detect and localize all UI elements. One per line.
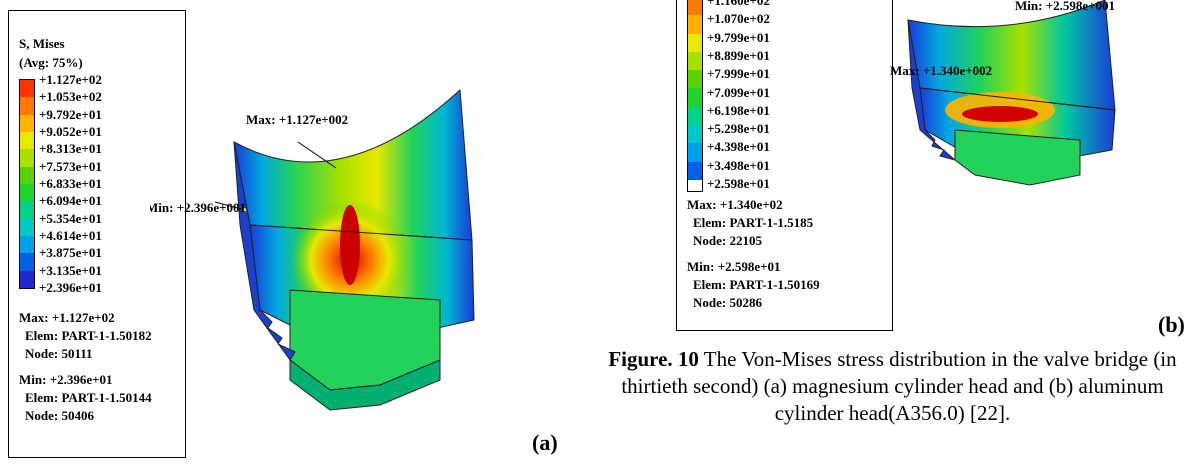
tick-label: +8.899e+01 bbox=[707, 47, 770, 63]
fem-model-b: Max: +1.340e+002 Min: +2.598e+001 bbox=[890, 0, 1116, 186]
annotation-min: Min: +2.396e+001 bbox=[150, 200, 246, 215]
color-scale-segment bbox=[688, 51, 702, 71]
color-scale-segment bbox=[20, 149, 34, 167]
color-scale-segment bbox=[688, 125, 702, 144]
color-scale-segment bbox=[688, 106, 702, 126]
color-scale-segment bbox=[688, 70, 702, 89]
tick-label: +3.875e+01 bbox=[39, 245, 102, 261]
tick-label: +9.052e+01 bbox=[39, 124, 102, 139]
figure-caption: Figure. 10 The Von-Mises stress distribu… bbox=[590, 346, 1195, 427]
tick-label: +6.198e+01 bbox=[707, 102, 770, 118]
caption-text: The Von-Mises stress distribution in the… bbox=[621, 347, 1177, 425]
legend-panel-a: S, Mises (Avg: 75%) +1.127e+02 +1.053e+02… bbox=[8, 10, 186, 458]
tick-label: +1.127e+02 bbox=[39, 72, 102, 87]
tick-label: +3.135e+01 bbox=[39, 262, 102, 278]
min-element: Elem: PART-1-1.50169 bbox=[693, 277, 820, 292]
color-scale-segment bbox=[20, 183, 34, 202]
tick-label: +2.598e+01 bbox=[707, 176, 770, 192]
color-scale-segment bbox=[688, 0, 702, 16]
legend-panel-b: +1.160e+02 +1.070e+02 +9.799e+01 +8.899e+01… bbox=[676, 0, 893, 331]
color-scale-segment bbox=[688, 143, 702, 162]
tick-label: +2.396e+01 bbox=[39, 280, 102, 295]
min-node: Node: 50286 bbox=[693, 295, 762, 310]
color-scale-segment bbox=[20, 253, 34, 271]
tick-label: +6.094e+01 bbox=[39, 193, 102, 209]
fem-model-a: Max: +1.127e+002 Min: +2.396e+001 bbox=[150, 88, 475, 411]
max-value: Max: +1.340e+02 bbox=[687, 197, 783, 212]
color-scale-segment bbox=[688, 88, 702, 107]
color-scale-segment bbox=[20, 270, 34, 288]
tick-label: +6.833e+01 bbox=[39, 176, 102, 191]
color-scale-segment bbox=[20, 114, 34, 132]
legend-subtitle: (Avg: 75%) bbox=[19, 55, 83, 70]
min-value: Min: +2.396e+01 bbox=[19, 372, 113, 387]
color-scale-segment bbox=[688, 161, 702, 180]
caption-label: Figure. 10 bbox=[608, 347, 699, 371]
tick-label: +7.099e+01 bbox=[707, 84, 770, 100]
annotation-min: Min: +2.598e+001 bbox=[1015, 0, 1115, 13]
legend-title: S, Mises bbox=[19, 36, 65, 51]
annotation-max: Max: +1.340e+002 bbox=[890, 63, 992, 78]
tick-label: +4.398e+01 bbox=[707, 139, 770, 155]
tick-label: +1.160e+02 bbox=[707, 0, 770, 8]
tick-label: +1.070e+02 bbox=[707, 11, 770, 27]
min-value: Min: +2.598e+01 bbox=[687, 259, 781, 274]
color-scale-segment bbox=[688, 15, 702, 34]
tick-label: +7.999e+01 bbox=[707, 66, 770, 82]
color-scale-segment bbox=[20, 166, 34, 184]
tick-label: +9.792e+01 bbox=[39, 106, 102, 122]
color-scale-segment bbox=[20, 80, 34, 98]
tick-label: +5.298e+01 bbox=[707, 121, 770, 137]
color-scale-segment bbox=[20, 97, 34, 115]
tick-label: +9.799e+01 bbox=[707, 29, 770, 45]
tick-label: +4.614e+01 bbox=[39, 228, 102, 243]
tick-label: +7.573e+01 bbox=[39, 158, 102, 174]
color-scale-segment bbox=[688, 33, 702, 52]
min-element: Elem: PART-1-1.50144 bbox=[25, 390, 152, 405]
tick-label: +3.498e+01 bbox=[707, 157, 770, 173]
tick-label: +1.053e+02 bbox=[39, 89, 102, 105]
panel-letter-a: (a) bbox=[532, 430, 558, 455]
min-node: Node: 50406 bbox=[25, 408, 94, 423]
color-scale-bar bbox=[687, 0, 703, 192]
color-scale-segment bbox=[20, 235, 34, 254]
color-scale-segment bbox=[20, 201, 34, 219]
color-scale-bar bbox=[19, 79, 35, 289]
tick-label: +5.354e+01 bbox=[39, 210, 102, 226]
max-node: Node: 50111 bbox=[25, 346, 93, 361]
annotation-max: Max: +1.127e+002 bbox=[246, 112, 348, 127]
tick-label: +8.313e+01 bbox=[39, 141, 102, 157]
max-value: Max: +1.127e+02 bbox=[19, 310, 115, 325]
max-element: Elem: PART-1-1.5185 bbox=[693, 215, 814, 230]
panel-letter-b: (b) bbox=[1158, 312, 1185, 337]
color-scale-segment bbox=[20, 131, 34, 150]
color-scale-segment bbox=[20, 218, 34, 236]
max-element: Elem: PART-1-1.50182 bbox=[25, 328, 152, 343]
max-node: Node: 22105 bbox=[693, 233, 762, 248]
